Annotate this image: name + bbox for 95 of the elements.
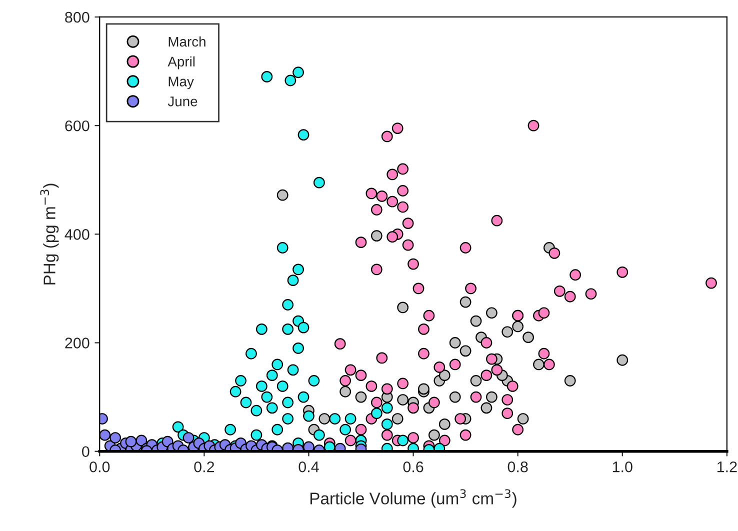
point — [381, 402, 393, 414]
y-tick-label: 600 — [65, 120, 90, 132]
legend-label: June — [168, 96, 198, 106]
point — [428, 429, 440, 441]
point — [313, 429, 325, 441]
point — [418, 383, 430, 395]
point — [308, 375, 320, 386]
point — [480, 402, 492, 414]
point — [449, 337, 461, 348]
point — [276, 242, 288, 254]
point — [292, 66, 304, 78]
point — [282, 323, 294, 335]
x-tick-label: 0.0 — [90, 461, 110, 472]
point — [266, 370, 278, 382]
point — [282, 396, 294, 408]
point — [470, 375, 482, 386]
point — [284, 74, 296, 86]
point — [370, 230, 382, 242]
x-tick-label: 0.2 — [194, 461, 214, 472]
point — [486, 307, 498, 319]
x-axis-title: Particle Volume (um$^{3}$ cm$^{−3}$) — [310, 489, 516, 508]
point — [282, 299, 294, 310]
point — [261, 391, 273, 403]
point — [250, 404, 262, 416]
point — [240, 396, 252, 408]
point — [272, 358, 284, 370]
point — [287, 364, 299, 376]
point — [250, 429, 262, 441]
x-tick-label: 0.6 — [403, 461, 424, 472]
point — [324, 441, 336, 452]
point — [344, 413, 356, 424]
point — [438, 370, 450, 382]
point — [438, 418, 450, 430]
x-tick-label: 0.8 — [508, 461, 528, 472]
point — [230, 386, 242, 398]
x-tick-label: 0.4 — [298, 461, 319, 472]
point — [172, 421, 184, 433]
point — [486, 391, 498, 403]
point — [287, 274, 299, 286]
point — [512, 320, 524, 332]
point — [272, 424, 284, 436]
point — [276, 380, 288, 392]
point — [136, 434, 148, 446]
point — [329, 413, 341, 424]
point — [449, 391, 461, 403]
point — [340, 424, 352, 436]
point — [392, 413, 404, 424]
point — [460, 296, 472, 308]
point — [246, 348, 257, 360]
point — [303, 410, 314, 422]
point — [303, 441, 314, 452]
point — [292, 264, 304, 276]
legend-label: May — [168, 76, 194, 90]
y-tick-label: 200 — [65, 338, 90, 348]
point — [266, 402, 278, 414]
point — [397, 434, 409, 446]
point — [564, 375, 576, 386]
point — [517, 413, 529, 424]
point — [381, 418, 393, 430]
point — [397, 394, 409, 406]
point — [182, 432, 194, 444]
point — [110, 432, 122, 444]
point — [276, 189, 288, 201]
point — [298, 322, 310, 334]
point — [313, 176, 325, 188]
point — [522, 332, 534, 344]
point — [340, 386, 352, 398]
point — [261, 71, 273, 82]
point — [100, 429, 111, 441]
point — [397, 302, 409, 314]
point — [533, 358, 544, 370]
point — [298, 391, 310, 403]
legend-label: April — [168, 56, 195, 70]
y-tick-label: 400 — [64, 229, 90, 240]
point — [460, 345, 472, 357]
point — [298, 129, 310, 141]
point — [470, 315, 482, 327]
point — [235, 375, 246, 386]
point — [502, 326, 514, 338]
point — [318, 413, 330, 424]
point — [370, 408, 382, 420]
y-tick-label: 800 — [65, 12, 90, 23]
point — [125, 436, 137, 448]
point — [282, 413, 294, 424]
x-tick-label: 1.0 — [612, 461, 632, 472]
legend-label: March — [168, 36, 206, 47]
point — [292, 342, 304, 354]
y-tick-label: 0 — [82, 446, 90, 458]
y-axis-title: PHg (pg m$^{−3}$) — [40, 184, 59, 284]
x-tick-label: 1.2 — [717, 461, 737, 472]
point — [256, 380, 268, 392]
point — [224, 424, 236, 436]
point — [355, 391, 367, 403]
point — [616, 354, 628, 366]
point — [256, 323, 268, 335]
